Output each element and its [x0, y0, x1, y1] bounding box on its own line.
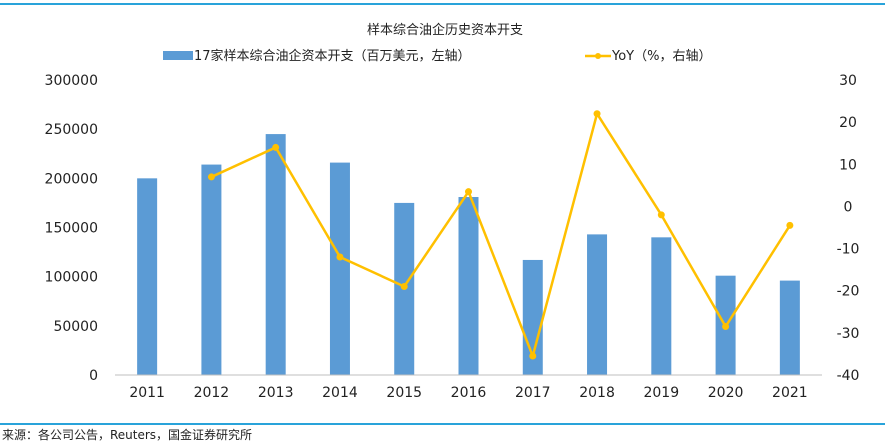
- x-tick-label: 2016: [451, 385, 487, 401]
- legend: 17家样本综合油企资本开支（百万美元，左轴） YoY（%，右轴）: [163, 48, 711, 64]
- bar: [137, 178, 158, 375]
- right-tick-label: -10: [837, 242, 860, 258]
- x-tick-label: 2015: [386, 385, 422, 401]
- bar: [587, 234, 608, 375]
- yoy-point: [272, 143, 280, 151]
- chart: 样本综合油企历史资本开支 17家样本综合油企资本开支（百万美元，左轴） YoY（…: [45, 22, 860, 401]
- yoy-point: [722, 323, 730, 331]
- bar: [458, 197, 479, 375]
- left-tick-label: 200000: [45, 171, 98, 187]
- yoy-point: [336, 253, 344, 261]
- frame-bottom-rule: [0, 423, 885, 425]
- yoy-point: [657, 211, 665, 219]
- bar: [201, 164, 222, 375]
- left-tick-label: 0: [89, 368, 98, 384]
- chart-title: 样本综合油企历史资本开支: [367, 22, 523, 38]
- right-tick-label: 10: [839, 157, 857, 173]
- legend-bar-swatch: [163, 51, 193, 60]
- right-tick-label: 0: [844, 199, 853, 215]
- left-tick-label: 250000: [45, 122, 98, 138]
- legend-line-label: YoY（%，右轴）: [611, 49, 711, 64]
- x-axis: 2011 2012 2013 2014 2015 2016 2017 2018 2019 2020…: [129, 385, 807, 401]
- right-tick-label: -30: [837, 326, 860, 342]
- left-axis: 0 50000 100000 150000 200000 250000 300000: [45, 73, 98, 384]
- yoy-point: [593, 110, 601, 118]
- left-tick-label: 150000: [45, 221, 98, 237]
- right-tick-label: -20: [837, 284, 860, 300]
- right-axis: -40 -30 -20 -10 0 10 20 30: [837, 73, 860, 384]
- bar: [265, 134, 286, 375]
- line-series: [207, 110, 794, 360]
- legend-bar-label: 17家样本综合油企资本开支（百万美元，左轴）: [194, 48, 471, 64]
- x-tick-label: 2017: [515, 385, 551, 401]
- bar: [779, 280, 800, 375]
- yoy-point: [400, 283, 408, 290]
- yoy-point: [465, 188, 472, 196]
- x-tick-label: 2011: [129, 385, 165, 401]
- bar-series: [137, 134, 800, 375]
- x-tick-label: 2014: [322, 385, 358, 401]
- x-tick-label: 2018: [579, 385, 615, 401]
- legend-line-marker: [595, 53, 601, 59]
- x-tick-label: 2019: [643, 385, 679, 401]
- left-tick-label: 100000: [45, 270, 98, 286]
- right-tick-label: 20: [839, 115, 857, 131]
- x-tick-label: 2021: [772, 385, 808, 401]
- source-note: 来源：各公司公告，Reuters，国金证券研究所: [2, 428, 253, 442]
- yoy-line: [210, 112, 791, 358]
- x-tick-label: 2013: [258, 385, 294, 401]
- frame-top-rule: [0, 3, 885, 5]
- yoy-point: [529, 352, 537, 360]
- x-tick-label: 2020: [708, 385, 744, 401]
- bar: [651, 237, 672, 375]
- bar: [329, 162, 350, 375]
- right-tick-label: 30: [839, 73, 857, 89]
- x-tick-label: 2012: [194, 385, 230, 401]
- right-tick-label: -40: [837, 368, 860, 384]
- left-tick-label: 50000: [53, 319, 98, 335]
- yoy-point: [786, 221, 794, 229]
- yoy-point: [207, 173, 215, 181]
- left-tick-label: 300000: [45, 73, 98, 89]
